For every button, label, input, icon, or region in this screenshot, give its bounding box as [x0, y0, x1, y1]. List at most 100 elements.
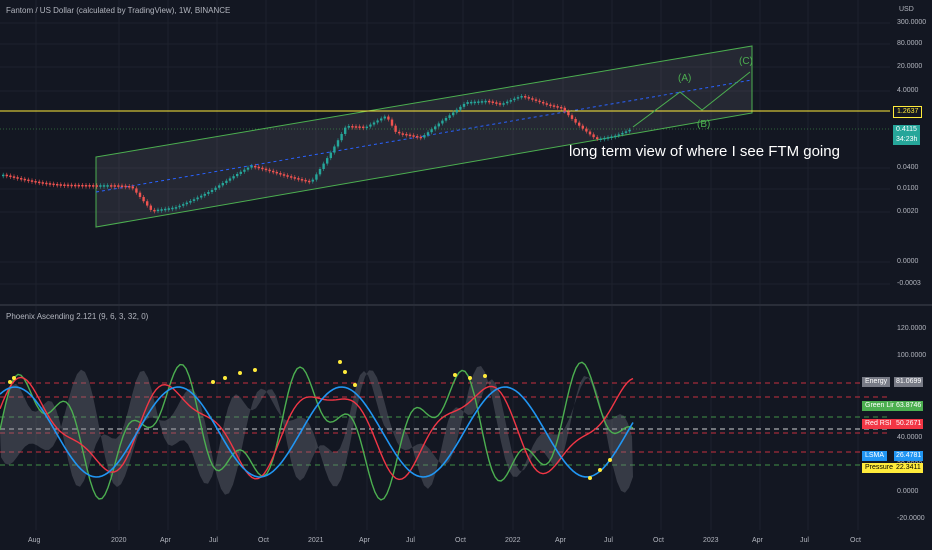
candle [52, 183, 55, 186]
candle [380, 118, 383, 121]
indicator-axis-label: 40.0000 [897, 434, 923, 441]
chart-annotation[interactable]: long term view of where I see FTM going [569, 143, 840, 160]
candle [322, 163, 325, 169]
pressure-dot [483, 374, 487, 378]
price-axis-label: 80.0000 [897, 40, 923, 47]
candle [297, 178, 300, 180]
candle [596, 137, 599, 140]
candle [387, 116, 390, 120]
time-axis-label: 2022 [505, 537, 521, 544]
candle [41, 182, 44, 184]
pressure-dot [338, 360, 342, 364]
indicator-value-tag: 81.0699 [894, 377, 924, 387]
candle [70, 184, 73, 187]
candle [480, 101, 484, 103]
indicator-axis-label: 0.0000 [897, 488, 919, 495]
candle [408, 134, 412, 137]
candle [88, 185, 91, 187]
candle [610, 136, 613, 138]
candle [488, 100, 491, 103]
candle [516, 97, 520, 99]
candle [45, 182, 48, 185]
candle [63, 184, 66, 187]
time-axis-label: Apr [752, 537, 763, 544]
candle [149, 205, 152, 210]
candle [430, 129, 433, 133]
candle [484, 100, 487, 103]
candle [398, 131, 401, 134]
candle [329, 152, 332, 159]
candle [441, 120, 444, 124]
time-axis-label: Oct [850, 537, 861, 544]
candle [196, 197, 199, 200]
candle [117, 185, 120, 187]
candle [300, 179, 304, 181]
time-axis-label: Jul [209, 537, 218, 544]
candle [124, 185, 127, 188]
time-axis-label: Oct [653, 537, 664, 544]
indicator-title[interactable]: Phoenix Ascending 2.121 (9, 6, 3, 32, 0) [6, 312, 149, 321]
price-axis-label: 4.0000 [897, 87, 919, 94]
wave-projection [632, 71, 751, 128]
candle [372, 122, 376, 125]
candle [178, 205, 181, 208]
candle [9, 175, 12, 178]
price-axis-label: 0.0100 [897, 185, 919, 192]
pressure-dot [468, 376, 472, 380]
candle [563, 107, 566, 112]
candle [77, 184, 80, 187]
wave-label-c[interactable]: (C) [739, 56, 753, 67]
candle [174, 207, 178, 209]
pressure-dot [453, 373, 457, 377]
candle [318, 168, 322, 175]
candle [434, 126, 437, 130]
candle [5, 174, 8, 177]
indicator-axis-label: 120.0000 [897, 325, 927, 332]
candle [207, 192, 210, 194]
wave-label-b[interactable]: (B) [697, 119, 711, 130]
candle [599, 138, 602, 140]
candle [210, 190, 214, 193]
candle [185, 202, 188, 205]
indicator-line [0, 376, 634, 481]
candle [66, 184, 70, 187]
wave-label-a[interactable]: (A) [678, 73, 692, 84]
candle [473, 101, 476, 104]
candle [524, 96, 527, 98]
indicator-axis-label: 100.0000 [897, 352, 927, 359]
last-price-tag: 0.4115 [893, 125, 920, 135]
candle [200, 195, 203, 198]
candle [23, 178, 26, 181]
candle [578, 122, 581, 126]
candle [131, 186, 134, 189]
candle [254, 165, 257, 168]
candle [99, 185, 102, 187]
time-axis-label: Jul [604, 537, 613, 544]
candle [128, 185, 131, 188]
candle [340, 133, 343, 141]
candle [110, 185, 113, 187]
candle [2, 174, 5, 177]
candle [279, 173, 282, 175]
candle [617, 134, 620, 136]
candle [264, 168, 268, 171]
symbol-title[interactable]: Fantom / US Dollar (calculated by Tradin… [6, 6, 231, 15]
candle [315, 174, 318, 180]
candle [261, 167, 264, 170]
candle [376, 120, 379, 123]
candle [304, 179, 307, 182]
candle [491, 101, 494, 103]
candle [218, 185, 221, 188]
price-axis-label: 0.0400 [897, 164, 919, 171]
candle [228, 178, 232, 181]
candle [570, 115, 574, 119]
indicator-name-tag: Red RSI [862, 419, 895, 429]
candle [354, 126, 358, 128]
time-axis-label: 2021 [308, 537, 324, 544]
pressure-dot [253, 368, 257, 372]
indicator-axis-label: -20.0000 [897, 515, 925, 522]
candle [506, 101, 509, 104]
candle [426, 132, 430, 136]
